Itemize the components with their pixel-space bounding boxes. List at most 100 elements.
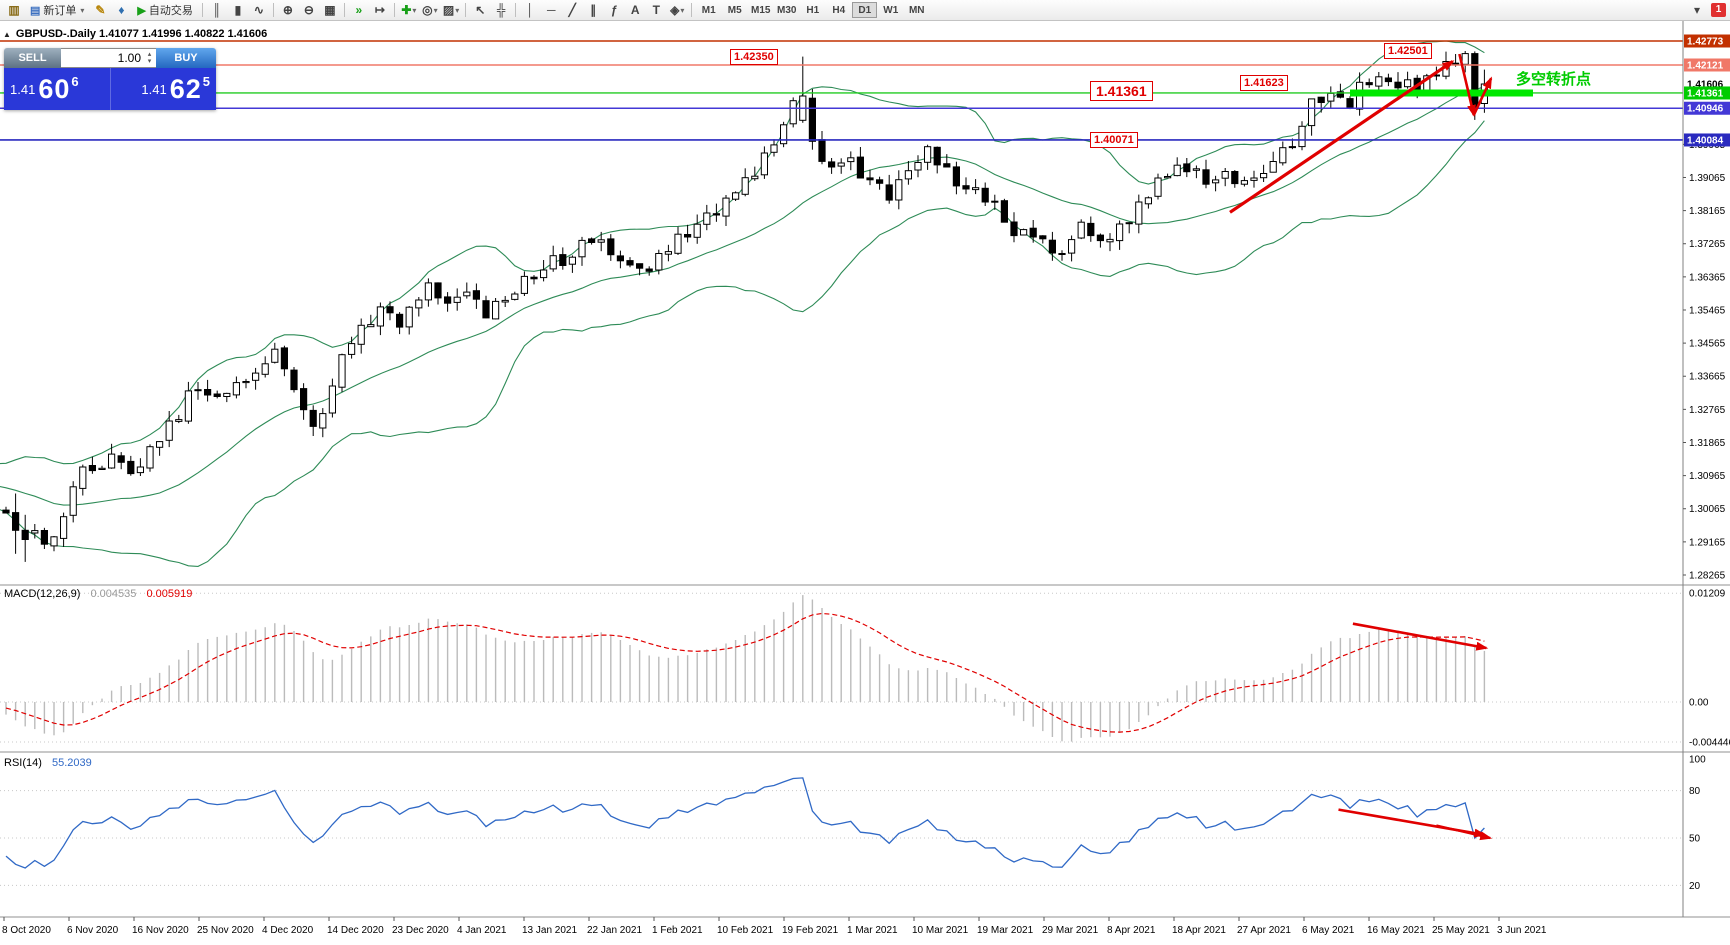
auto-scroll-icon[interactable]: » xyxy=(349,2,369,19)
volume-up-icon[interactable]: ▴ xyxy=(147,51,152,58)
svg-text:4 Jan 2021: 4 Jan 2021 xyxy=(457,925,507,936)
chevron-down-icon: ▾ xyxy=(433,5,438,15)
svg-text:3 Jun 2021: 3 Jun 2021 xyxy=(1497,925,1547,936)
rsi-name: RSI(14) xyxy=(4,757,42,769)
svg-text:1.29165: 1.29165 xyxy=(1689,537,1726,548)
price-annotation-label[interactable]: 1.42501 xyxy=(1384,43,1432,59)
line-chart-icon: ∿ xyxy=(253,2,264,17)
arrows-icon: ◈ xyxy=(670,2,680,17)
vertical-line-icon[interactable]: │ xyxy=(520,2,540,19)
turning-point-note[interactable]: 多空转折点 xyxy=(1516,71,1592,88)
one-click-top-row: SELL 1.00 ▴ ▾ BUY xyxy=(4,48,216,68)
toolbar-right: ▾ 1 xyxy=(1687,2,1726,19)
toolbar-separator xyxy=(393,3,395,17)
timeframe-m5[interactable]: M5 xyxy=(727,5,742,16)
candlestick-icon[interactable]: ▮ xyxy=(228,2,248,19)
zoom-in-icon[interactable]: ⊕ xyxy=(278,2,298,19)
svg-text:1.39065: 1.39065 xyxy=(1689,173,1726,184)
tile-windows-icon[interactable]: ▦ xyxy=(320,2,340,19)
market-watch-icon[interactable]: ♦ xyxy=(111,2,131,19)
timeframe-w1[interactable]: W1 xyxy=(883,5,899,16)
buy-price[interactable]: 1.41 62 5 xyxy=(109,68,217,110)
one-click-collapse-icon[interactable]: ▲ xyxy=(3,29,11,39)
svg-text:18 Apr 2021: 18 Apr 2021 xyxy=(1172,925,1226,936)
new-order-button[interactable]: ▤ 新订单 ▾ xyxy=(25,2,89,19)
cursor-icon[interactable]: ↖ xyxy=(470,2,490,19)
line-chart-icon[interactable]: ∿ xyxy=(249,2,269,19)
price-annotation-label[interactable]: 1.42350 xyxy=(730,49,778,65)
templates-icon[interactable]: ▨ ▾ xyxy=(441,2,461,19)
crosshair-icon[interactable]: ╬ xyxy=(491,2,511,19)
chart-shift-icon: ↦ xyxy=(374,2,385,17)
price-annotation-label[interactable]: 1.41361 xyxy=(1090,81,1153,101)
svg-text:1.38165: 1.38165 xyxy=(1689,206,1726,217)
channel-icon[interactable]: ∥ xyxy=(583,2,603,19)
trendline-icon[interactable]: ╱ xyxy=(562,2,582,19)
buy-price-sup: 5 xyxy=(202,73,210,89)
buy-button[interactable]: BUY xyxy=(156,48,216,68)
price-annotation-label[interactable]: 1.41623 xyxy=(1240,75,1288,91)
autotrade-button[interactable]: ▶ 自动交易 xyxy=(132,2,197,19)
buy-price-prefix: 1.41 xyxy=(141,81,167,97)
periods-icon: ◎ xyxy=(422,2,433,17)
svg-text:1.31865: 1.31865 xyxy=(1689,438,1726,449)
fibonacci-icon[interactable]: ƒ xyxy=(604,2,624,19)
timeframe-mn[interactable]: MN xyxy=(908,5,925,16)
timeframe-m1[interactable]: M1 xyxy=(701,5,716,16)
volume-down-icon[interactable]: ▾ xyxy=(147,58,152,65)
svg-text:1 Mar 2021: 1 Mar 2021 xyxy=(847,925,898,936)
macd-value-signal: 0.005919 xyxy=(146,588,193,600)
timeframe-m30[interactable]: M30 xyxy=(777,5,797,16)
volume-stepper[interactable]: ▴ ▾ xyxy=(143,49,156,67)
periods-icon[interactable]: ◎ ▾ xyxy=(420,2,440,19)
fibonacci-icon: ƒ xyxy=(610,2,618,17)
arrows-icon[interactable]: ◈ ▾ xyxy=(667,2,687,19)
toolbar-separator xyxy=(343,3,345,17)
trend-arrows[interactable] xyxy=(1229,53,1493,841)
svg-text:22 Jan 2021: 22 Jan 2021 xyxy=(587,925,642,936)
svg-text:100: 100 xyxy=(1689,755,1706,766)
sell-button[interactable]: SELL xyxy=(4,48,61,68)
timeframe-d1[interactable]: D1 xyxy=(852,2,878,18)
indicators-icon[interactable]: ✚ ▾ xyxy=(399,2,419,19)
chart-shift-icon[interactable]: ↦ xyxy=(370,2,390,19)
svg-text:1.40084: 1.40084 xyxy=(1687,135,1724,146)
notification-badge[interactable]: 1 xyxy=(1711,3,1726,17)
price-axis[interactable]: 1.399651.390651.381651.372651.363651.354… xyxy=(1682,20,1730,917)
price-annotation-label[interactable]: 1.40071 xyxy=(1090,132,1138,148)
rsi-series xyxy=(0,777,1683,886)
svg-text:10 Mar 2021: 10 Mar 2021 xyxy=(912,925,969,936)
horizontal-levels[interactable] xyxy=(0,40,1683,141)
bollinger-bands xyxy=(0,40,1485,567)
zoom-out-icon[interactable]: ⊖ xyxy=(299,2,319,19)
label-icon[interactable]: T xyxy=(646,2,666,19)
text-icon[interactable]: A xyxy=(625,2,645,19)
vertical-line-icon: │ xyxy=(526,2,535,17)
timeframe-m15[interactable]: M15 xyxy=(751,5,771,16)
svg-text:4 Dec 2020: 4 Dec 2020 xyxy=(262,925,314,936)
volume-value[interactable]: 1.00 xyxy=(117,51,141,65)
time-axis[interactable]: 8 Oct 2020 6 Nov 2020 16 Nov 2020 25 Nov 20… xyxy=(2,917,1547,936)
timeframe-h1[interactable]: H1 xyxy=(806,5,820,16)
toolbar-separator xyxy=(691,3,693,17)
svg-text:1.30965: 1.30965 xyxy=(1689,471,1726,482)
metaeditor-icon[interactable]: ✎ xyxy=(90,2,110,19)
horizontal-line-icon[interactable]: ─ xyxy=(541,2,561,19)
sell-price[interactable]: 1.41 60 6 xyxy=(4,68,110,110)
bar-chart-icon[interactable]: ║ xyxy=(207,2,227,19)
volume-field[interactable]: 1.00 ▴ ▾ xyxy=(61,48,156,68)
candlestick-series xyxy=(2,51,1489,562)
new-chart-icon[interactable]: ▥ xyxy=(4,2,24,19)
svg-text:8 Apr 2021: 8 Apr 2021 xyxy=(1107,925,1156,936)
templates-icon: ▨ xyxy=(442,2,455,17)
svg-text:1.33665: 1.33665 xyxy=(1689,372,1726,383)
toolbar-more-icon[interactable]: ▾ xyxy=(1693,2,1701,17)
timeframe-h4[interactable]: H4 xyxy=(832,5,846,16)
svg-text:25 May 2021: 25 May 2021 xyxy=(1432,925,1490,936)
chevron-down-icon: ▾ xyxy=(80,5,85,15)
svg-text:13 Jan 2021: 13 Jan 2021 xyxy=(522,925,577,936)
rsi-indicator-label: RSI(14) 55.2039 xyxy=(4,757,92,769)
svg-text:23 Dec 2020: 23 Dec 2020 xyxy=(392,925,449,936)
svg-text:25 Nov 2020: 25 Nov 2020 xyxy=(197,925,254,936)
